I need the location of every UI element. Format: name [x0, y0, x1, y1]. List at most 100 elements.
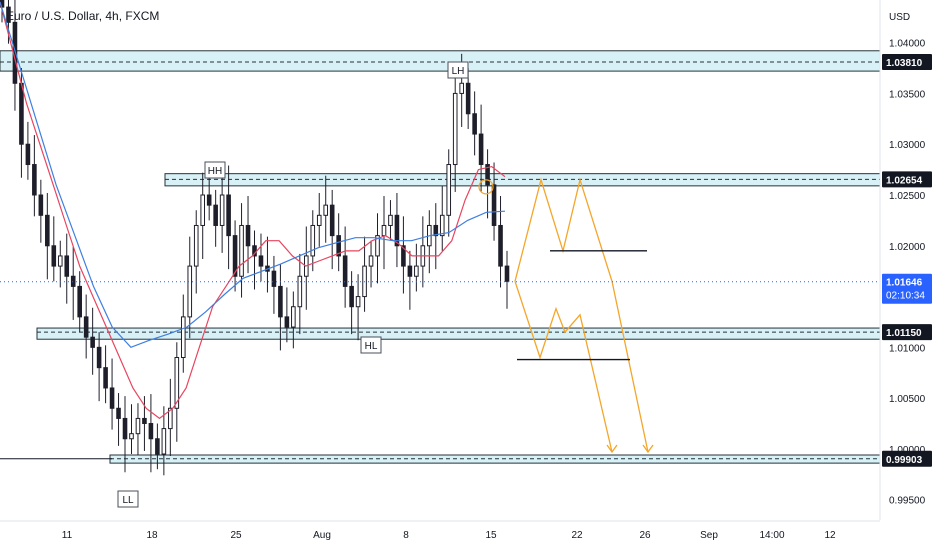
candle-body: [375, 235, 380, 257]
candle-body: [206, 194, 212, 206]
candle-body: [485, 164, 490, 186]
price-axis-currency: USD: [889, 12, 910, 23]
x-tick-label: 25: [230, 530, 242, 541]
candle-body: [109, 387, 115, 409]
price-tag-current: 1.01646: [886, 278, 923, 289]
candle-body: [407, 265, 413, 277]
candle-body: [142, 417, 147, 425]
candle-body: [232, 235, 238, 277]
candle-body: [64, 255, 70, 277]
ll-label: LL: [122, 495, 134, 506]
candle-body: [316, 214, 322, 226]
hl-label-box: [360, 336, 382, 354]
candle-body: [239, 224, 244, 277]
candle-body: [103, 367, 108, 389]
y-tick-label: 1.02500: [889, 191, 926, 202]
price-tags-layer: 1.03810 1.02654 1.01646 02:10:34 1.01150 0.99…: [0, 53, 932, 467]
price-tag-support-mid-bg: [882, 324, 932, 341]
candle-body: [291, 306, 296, 328]
projection-path-down-arrowhead: [606, 444, 618, 454]
candle-body: [51, 245, 57, 267]
candle-body: [77, 285, 82, 318]
candle-body: [355, 296, 361, 308]
x-tick-label: Aug: [313, 530, 331, 541]
price-tag-countdown: 02:10:34: [886, 291, 925, 302]
hh-label-box: [204, 161, 226, 179]
candle-body: [478, 133, 484, 166]
candle-body: [271, 270, 277, 287]
y-tick-label: 1.00000: [889, 445, 926, 456]
hh-label: HH: [208, 166, 222, 177]
candle-body: [349, 285, 354, 308]
resistance-zone-top: [0, 50, 881, 72]
candle-body: [446, 164, 452, 216]
price-tag-resistance-mid: 1.02654: [886, 175, 923, 186]
candle-body: [472, 113, 477, 135]
annotations-layer: LH HH HL LL: [117, 61, 469, 508]
candle-body: [439, 214, 445, 237]
y-tick-label: 1.00500: [889, 394, 926, 405]
projection-path-up-down-arrowhead: [642, 444, 654, 454]
candle-body: [180, 316, 186, 358]
x-tick-label: 18: [146, 530, 158, 541]
candle-body: [32, 164, 37, 196]
x-tick-label: 8: [403, 530, 409, 541]
ll-label-box: [117, 490, 139, 508]
price-tag-support-low: 0.99903: [886, 455, 923, 466]
y-tick-label: 1.03000: [889, 140, 926, 151]
candle-body: [148, 423, 154, 440]
y-tick-label: 1.04000: [889, 39, 926, 50]
candle-body: [6, 6, 11, 23]
candle-body: [297, 275, 303, 308]
candle-body: [168, 407, 173, 430]
candle-body: [193, 224, 199, 267]
candle-body: [381, 224, 387, 237]
projection-path-down: [514, 281, 613, 453]
candle-body: [83, 316, 89, 338]
ma-slow-line: [0, 1, 506, 349]
candle-body: [329, 204, 335, 237]
candle-body: [258, 255, 264, 267]
price-tag-support-mid: 1.01150: [886, 328, 922, 339]
zones-layer: [0, 50, 881, 464]
x-tick-label: 12: [824, 530, 836, 541]
candle-body: [57, 255, 63, 267]
price-tag-current-bg: [882, 273, 932, 304]
lh-label: LH: [452, 66, 465, 77]
candle-body: [96, 346, 102, 369]
chart-title: Euro / U.S. Dollar, 4h, FXCM: [6, 9, 160, 23]
y-tick-label: 1.01000: [889, 343, 926, 354]
pivot-circle: [478, 179, 494, 195]
candle-body: [394, 214, 400, 247]
candle-body: [284, 316, 290, 328]
candle-body: [310, 224, 316, 257]
candle-body: [433, 224, 439, 237]
candle-body: [459, 82, 464, 94]
candle-body: [135, 417, 141, 435]
candle-body: [336, 235, 341, 257]
candle-body: [70, 275, 76, 287]
candle-body: [452, 92, 458, 166]
candle-body: [213, 204, 218, 226]
candle-body: [219, 194, 225, 226]
moving-averages-layer: [0, 1, 506, 420]
candle-body: [323, 204, 329, 216]
price-axis: USD 1.04000 1.03500 1.03000 1.02500 1.02000 1.…: [879, 0, 926, 520]
candle-body: [498, 224, 503, 267]
candle-body: [465, 82, 471, 115]
x-tick-label: 11: [62, 530, 73, 541]
candle-body: [401, 245, 406, 267]
candle-body: [45, 214, 50, 247]
projection-path-up-down: [514, 177, 649, 453]
price-tag-resistance-top: 1.03810: [886, 58, 923, 69]
x-tick-label: 22: [571, 530, 583, 541]
candle-body: [161, 428, 167, 455]
candle-body: [278, 285, 283, 318]
x-tick-label: 26: [639, 530, 651, 541]
x-tick-label: Sep: [700, 530, 718, 541]
candle-body: [491, 184, 497, 226]
candle-body: [245, 224, 251, 247]
candle-body: [342, 255, 348, 287]
candle-body: [388, 214, 393, 226]
